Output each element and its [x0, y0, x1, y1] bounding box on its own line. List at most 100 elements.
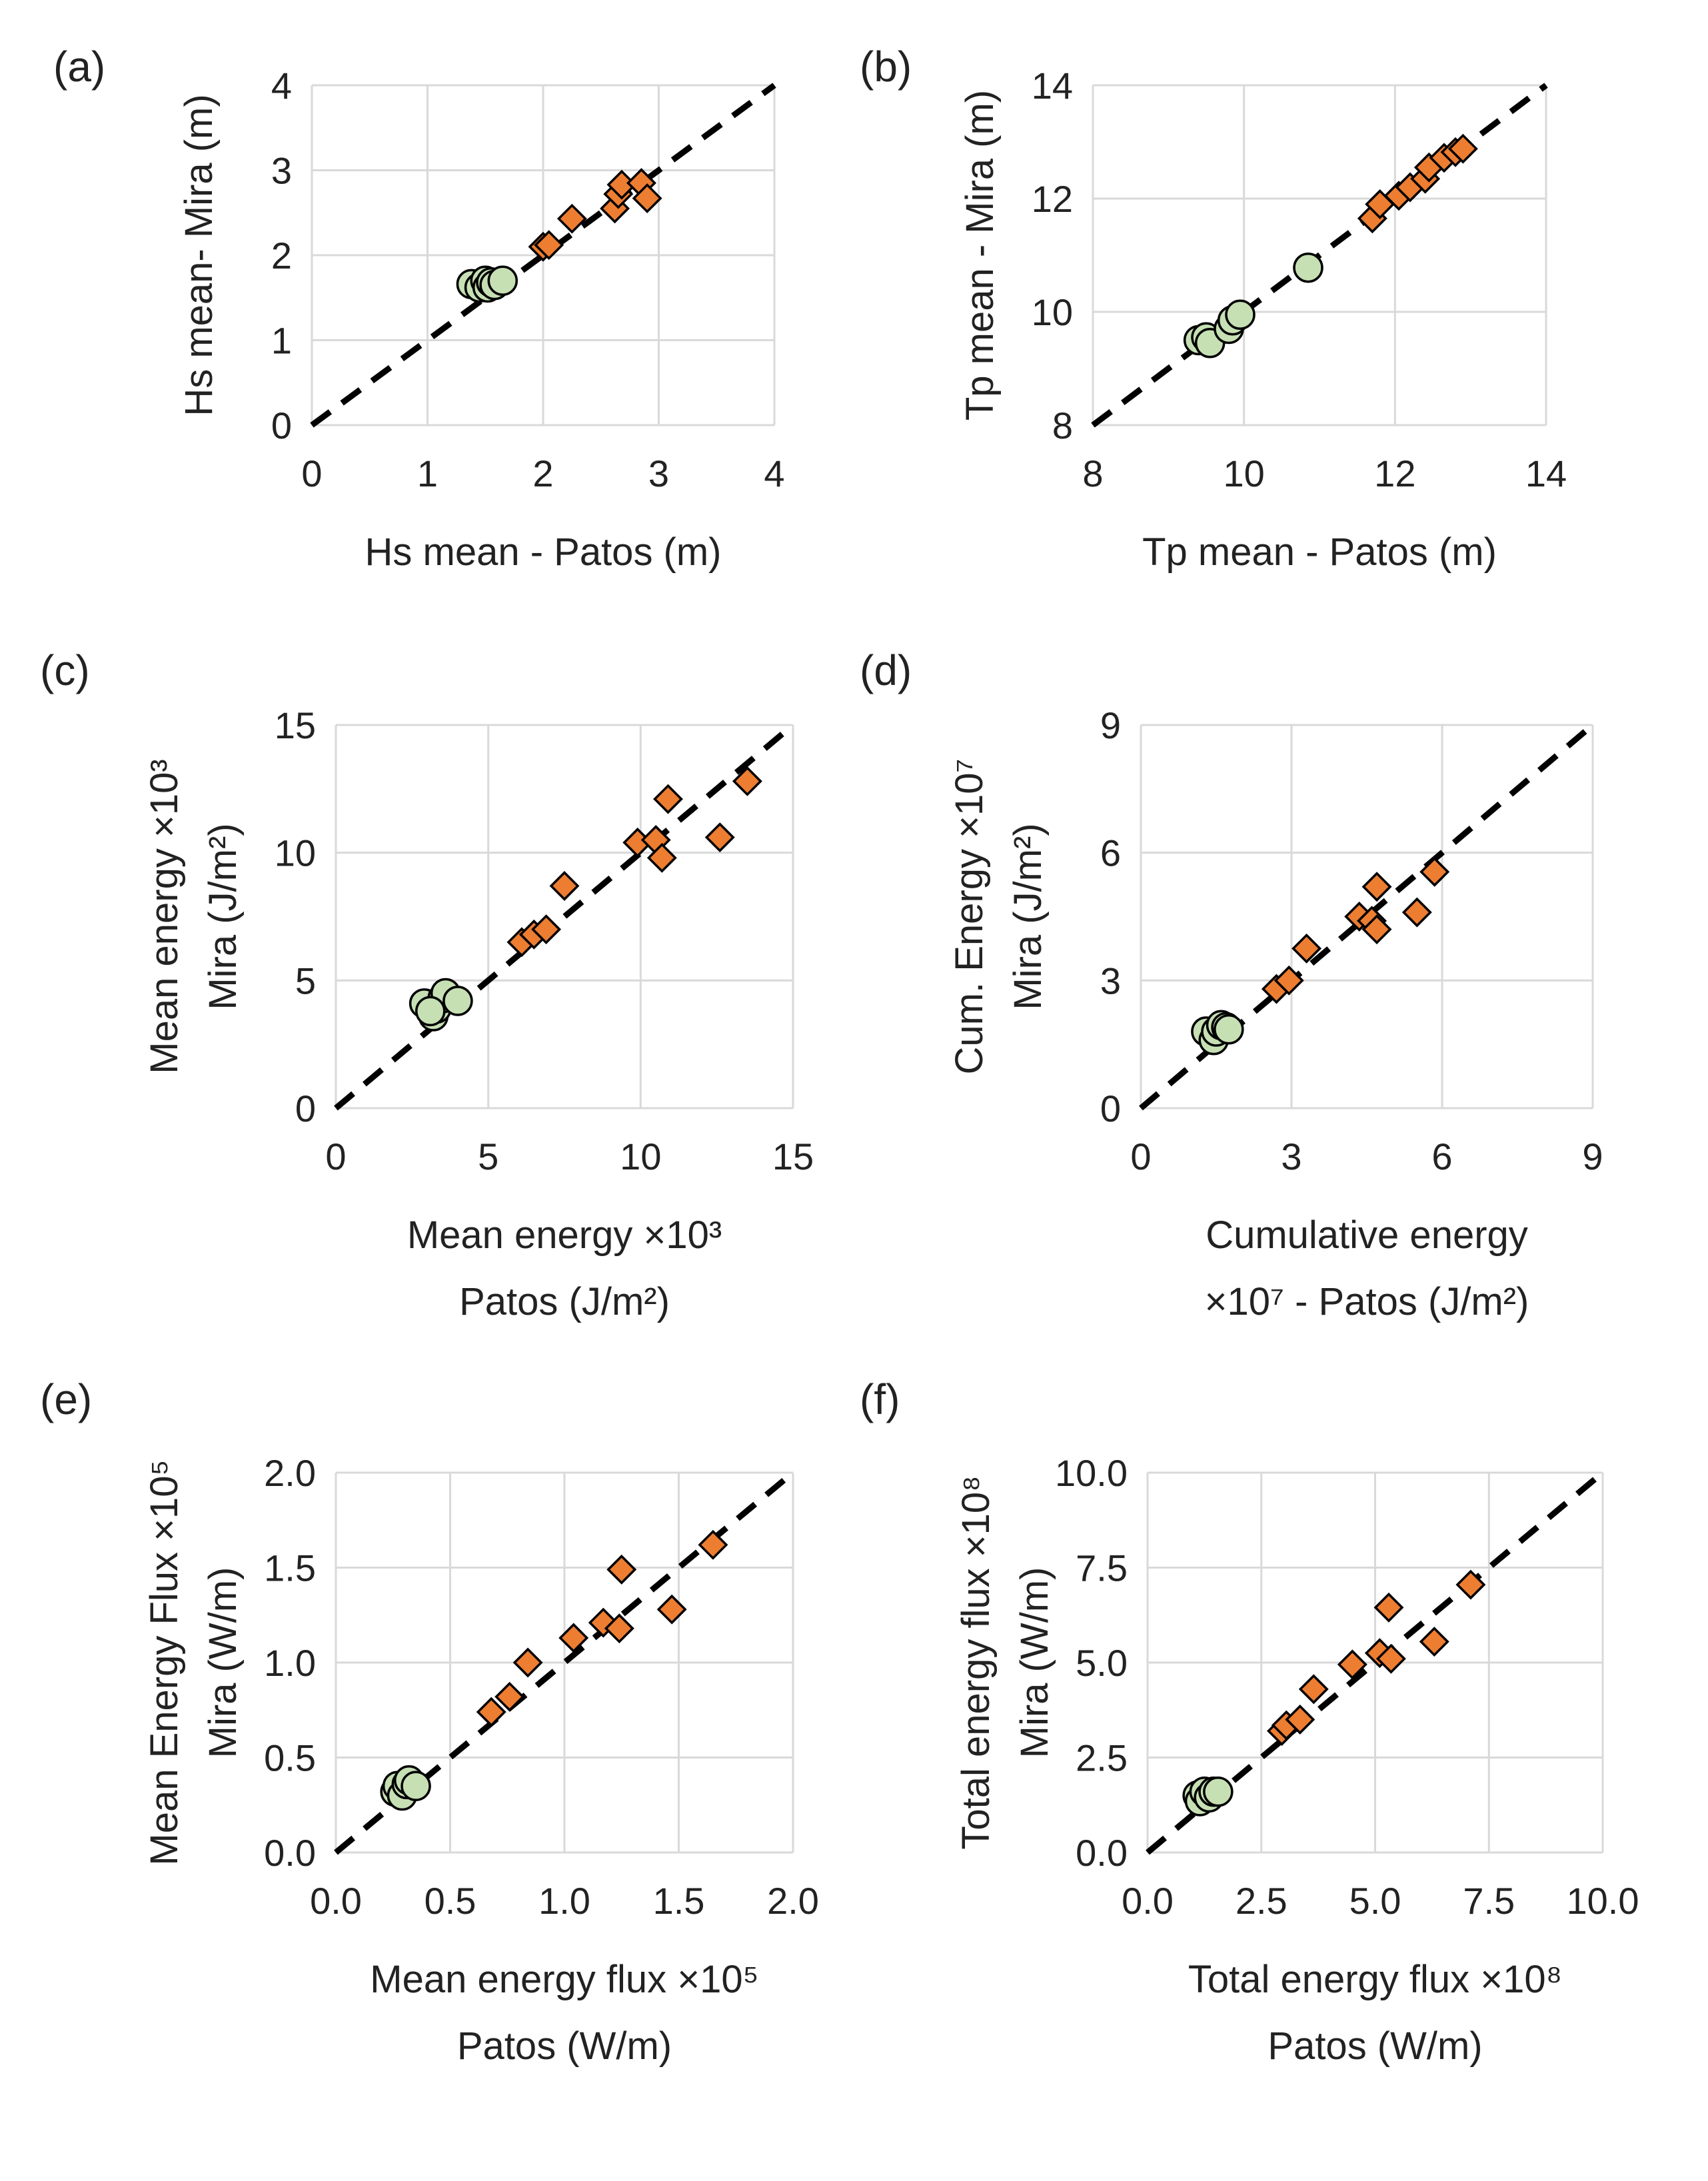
data-point-diamond: [1361, 872, 1392, 902]
data-point-diamond: [1337, 1649, 1367, 1680]
one-to-one-line: [310, 83, 776, 428]
y-axis-title: Mira (J/m²): [201, 823, 245, 1010]
panel-label: (a): [53, 43, 105, 91]
data-point-circle: [487, 265, 518, 296]
x-tick-label: 8: [1082, 452, 1103, 494]
y-tick-label: 0.0: [1076, 1832, 1128, 1874]
data-point-diamond: [1455, 1569, 1486, 1600]
x-tick-label: 15: [772, 1135, 814, 1177]
panel-label: (d): [860, 646, 912, 694]
data-point-diamond: [1274, 965, 1304, 996]
data-point-circle: [442, 986, 473, 1016]
x-tick-label: 9: [1582, 1135, 1603, 1177]
x-axis-title: Patos (W/m): [1268, 2024, 1482, 2068]
y-axis-title: Tp mean - Mira (m): [958, 90, 1002, 420]
data-point-diamond: [632, 183, 662, 214]
y-axis-title: Total energy flux ×10⁸: [954, 1475, 998, 1849]
data-point-circle: [1214, 1014, 1244, 1045]
panel-label: (b): [860, 43, 912, 91]
data-point-diamond: [1361, 914, 1392, 945]
x-tick-label: 6: [1431, 1135, 1452, 1177]
y-tick-label: 0.0: [264, 1832, 316, 1874]
x-tick-label: 1.0: [538, 1880, 590, 1922]
x-tick-label: 1.5: [653, 1880, 705, 1922]
x-tick-label: 2: [532, 452, 553, 494]
data-point-diamond: [606, 1554, 637, 1585]
x-tick-label: 4: [764, 452, 784, 494]
y-tick-label: 0: [271, 404, 292, 446]
x-tick-label: 2.0: [767, 1880, 819, 1922]
x-tick-label: 0: [325, 1135, 346, 1177]
x-axis-title: Mean energy ×10³: [407, 1213, 722, 1257]
y-tick-label: 0: [1100, 1088, 1121, 1129]
chart-panel-d: 0 3 6 9 0 3 6 9 Cumulative energy ×10⁷ - Patos (J…: [860, 646, 1603, 1323]
y-tick-label: 6: [1100, 832, 1121, 874]
one-to-one-line: [334, 722, 795, 1111]
y-tick-label: 10: [275, 832, 316, 874]
data-point-diamond: [698, 1529, 728, 1560]
x-tick-label: 0.0: [310, 1880, 362, 1922]
x-axis-title: Total energy flux ×10⁸: [1188, 1958, 1562, 2001]
y-tick-label: 0: [295, 1088, 316, 1129]
data-point-diamond: [604, 1613, 634, 1644]
y-tick-label: 2.5: [1076, 1737, 1128, 1779]
x-tick-label: 0.0: [1122, 1880, 1174, 1922]
chart-panel-b: 8 10 12 14 8 10 12 14 Tp mean - Patos (m) Tp mean…: [860, 43, 1567, 574]
data-point-diamond: [1419, 856, 1450, 887]
data-point-diamond: [1375, 1643, 1406, 1674]
x-tick-label: 5: [478, 1135, 498, 1177]
data-point-diamond: [1298, 1674, 1329, 1705]
x-axis-title: Patos (J/m²): [459, 1280, 670, 1323]
data-point-circle: [401, 1771, 431, 1801]
x-tick-label: 3: [1281, 1135, 1301, 1177]
data-point-circle: [1293, 252, 1323, 283]
data-point-diamond: [1419, 1627, 1449, 1657]
y-tick-label: 7.5: [1076, 1547, 1128, 1589]
x-tick-label: 14: [1525, 452, 1567, 494]
y-tick-label: 2.0: [264, 1452, 316, 1494]
x-tick-label: 0.5: [425, 1880, 476, 1922]
x-tick-label: 0: [1130, 1135, 1151, 1177]
x-tick-label: 5.0: [1349, 1880, 1401, 1922]
y-tick-label: 4: [271, 65, 292, 107]
data-point-diamond: [656, 1594, 687, 1625]
one-to-one-line: [1146, 1470, 1605, 1855]
panel-label: (c): [40, 646, 90, 694]
x-tick-label: 10: [1224, 452, 1265, 494]
data-point-diamond: [1373, 1592, 1404, 1623]
data-point-diamond: [534, 230, 564, 261]
x-tick-label: 1: [417, 452, 438, 494]
x-axis-title: Mean energy flux ×10⁵: [370, 1958, 758, 2001]
y-axis-title: Hs mean- Mira (m): [177, 94, 221, 416]
y-tick-label: 2: [271, 235, 292, 277]
y-tick-label: 3: [1100, 960, 1121, 1002]
data-point-diamond: [558, 1623, 589, 1653]
x-tick-label: 0: [301, 452, 322, 494]
data-point-circle: [1203, 1777, 1234, 1807]
y-axis-title: Mean Energy Flux ×10⁵: [143, 1459, 186, 1865]
data-point-circle: [415, 996, 446, 1027]
y-tick-label: 15: [275, 704, 316, 746]
x-tick-label: 12: [1374, 452, 1415, 494]
y-tick-label: 9: [1100, 704, 1121, 746]
y-tick-label: 5.0: [1076, 1642, 1128, 1684]
data-point-diamond: [494, 1681, 525, 1712]
data-point-diamond: [531, 914, 562, 945]
y-tick-label: 14: [1032, 65, 1073, 107]
panel-label: (f): [860, 1375, 900, 1423]
x-axis-title: Cumulative energy: [1206, 1213, 1528, 1257]
y-tick-label: 8: [1052, 404, 1073, 446]
x-tick-label: 2.5: [1236, 1880, 1287, 1922]
x-axis-title: Hs mean - Patos (m): [365, 530, 722, 574]
one-to-one-line: [1139, 722, 1595, 1111]
chart-panel-c: 0 5 10 15 0 5 10 15 Mean energy ×10³ Patos (J/m²)…: [40, 646, 814, 1323]
one-to-one-line: [1091, 83, 1548, 428]
data-point-diamond: [476, 1697, 506, 1727]
x-tick-label: 10: [620, 1135, 661, 1177]
data-point-diamond: [1291, 933, 1322, 964]
data-point-diamond: [1401, 897, 1432, 928]
y-tick-label: 12: [1032, 178, 1073, 220]
